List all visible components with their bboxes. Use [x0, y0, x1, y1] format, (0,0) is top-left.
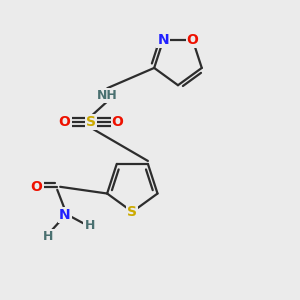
- Text: O: O: [31, 180, 43, 194]
- Text: H: H: [43, 230, 54, 243]
- Text: NH: NH: [97, 89, 118, 102]
- Text: S: S: [127, 205, 137, 219]
- Text: S: S: [86, 115, 96, 129]
- Text: N: N: [158, 33, 169, 47]
- Text: O: O: [112, 115, 124, 129]
- Text: O: O: [59, 115, 70, 129]
- Text: H: H: [85, 219, 95, 232]
- Text: N: N: [59, 208, 70, 222]
- Text: O: O: [187, 33, 199, 47]
